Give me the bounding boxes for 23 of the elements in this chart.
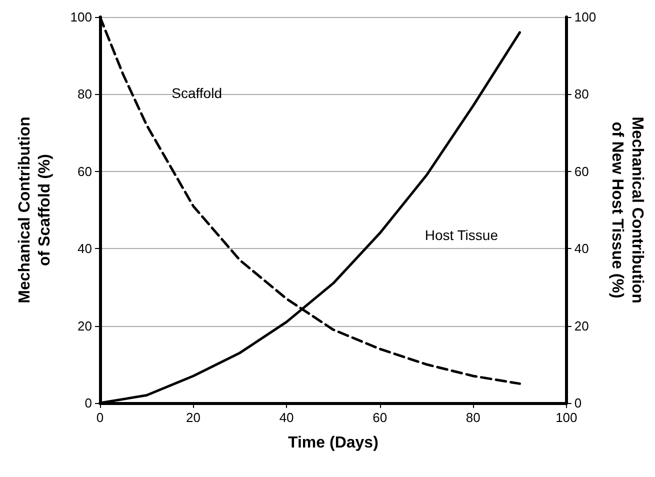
y2-tick-label: 100: [574, 10, 596, 24]
x-tick-label: 80: [466, 410, 480, 425]
y2-tick-label: 0: [574, 396, 582, 410]
x-tick-label: 100: [556, 410, 578, 425]
text: Host Tissue: [424, 227, 498, 244]
y-tick-label: 20: [78, 318, 92, 334]
y-tick-label: 80: [78, 86, 92, 102]
x-tick-label: 60: [372, 410, 388, 425]
y2-axis-title: Mechanical Contribution of New Host Tissue (%): [608, 116, 646, 304]
x-tick-label: 0: [96, 410, 104, 425]
y-tick-label: 60: [78, 164, 92, 179]
x-axis-title: Time (Days): [288, 434, 378, 452]
x-tick-label: 40: [279, 410, 294, 425]
y2-tick-label: 20: [574, 318, 589, 334]
y-tick-label: 40: [78, 241, 92, 256]
text: Scaffold: [172, 85, 222, 102]
y-axis-title: Mechanical Contribution of Scaffold (%): [16, 116, 54, 304]
y2-tick-label: 40: [574, 241, 589, 256]
y2-tick-label: 80: [574, 86, 589, 102]
x-tick-label: 20: [186, 410, 201, 425]
y-tick-label: 100: [70, 10, 92, 24]
y2-tick-label: 60: [574, 164, 589, 179]
y-tick-label: 0: [84, 396, 92, 410]
